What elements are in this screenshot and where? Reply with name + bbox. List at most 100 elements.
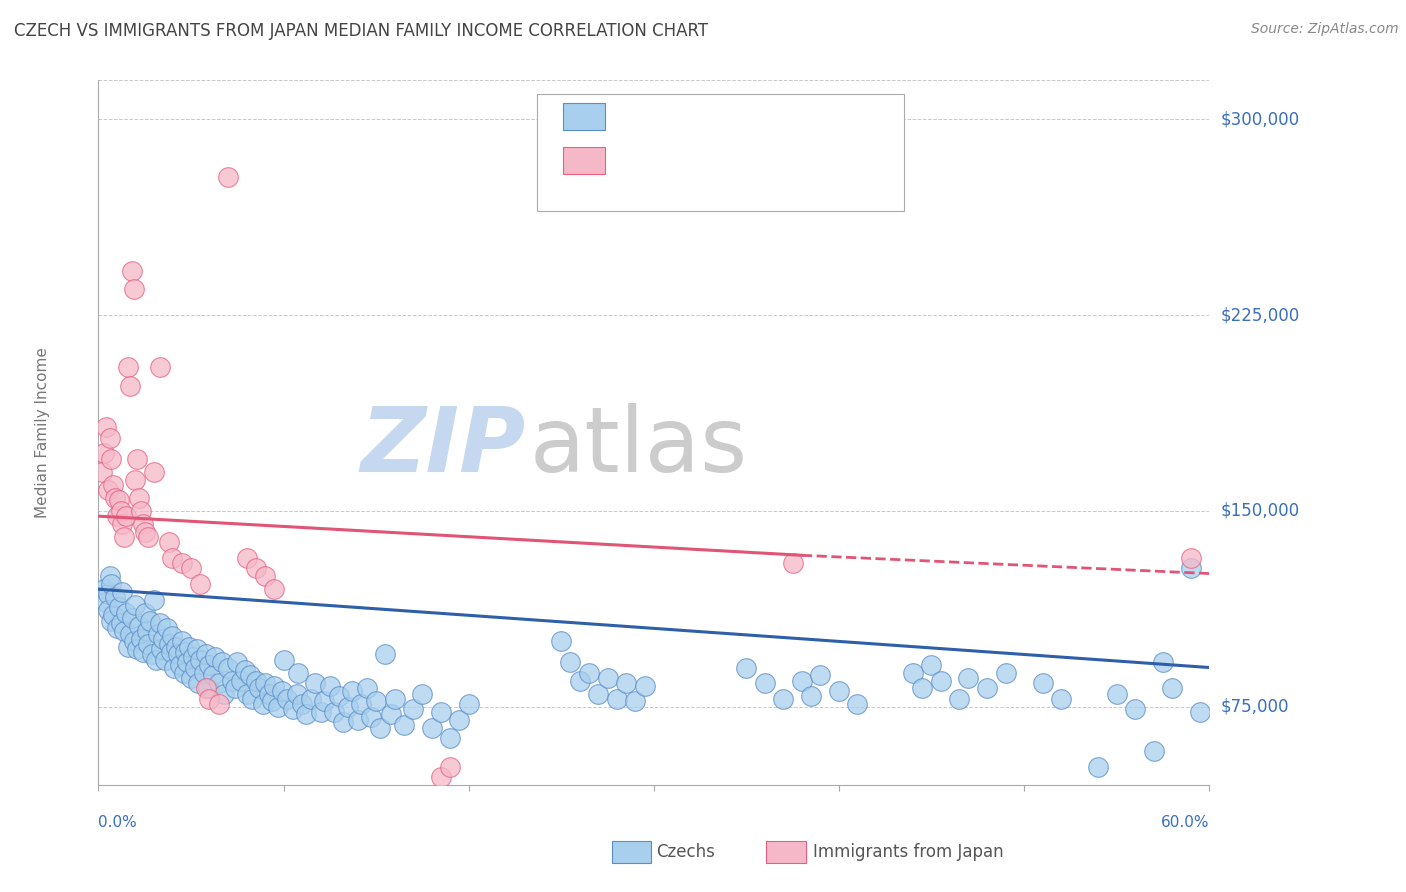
Point — [118, 626, 141, 640]
Point — [392, 718, 415, 732]
Point — [270, 684, 292, 698]
Point — [150, 642, 173, 657]
Point — [145, 653, 167, 667]
Point — [374, 648, 396, 662]
Point — [356, 681, 378, 696]
Point — [319, 679, 342, 693]
Point — [229, 673, 252, 688]
Bar — [562, 103, 605, 129]
Point — [782, 556, 804, 570]
Point — [800, 690, 823, 704]
Point — [97, 603, 120, 617]
Text: -0.224: -0.224 — [665, 109, 724, 127]
Point — [187, 676, 209, 690]
Point — [100, 451, 122, 466]
Point — [107, 493, 129, 508]
Point — [606, 691, 628, 706]
Point — [299, 691, 322, 706]
Point — [153, 653, 176, 667]
Point — [245, 561, 267, 575]
Point — [211, 655, 233, 669]
Point — [93, 446, 115, 460]
Point — [233, 663, 256, 677]
Bar — [562, 147, 605, 174]
Point — [127, 451, 149, 466]
Point — [165, 640, 187, 654]
Point — [276, 691, 298, 706]
Point — [1180, 561, 1202, 575]
Point — [104, 590, 127, 604]
Point — [340, 684, 363, 698]
Point — [314, 694, 336, 708]
Point — [104, 491, 127, 505]
Point — [1188, 705, 1211, 719]
Point — [98, 431, 121, 445]
Text: R =: R = — [619, 151, 650, 169]
Point — [186, 642, 208, 657]
Point — [828, 684, 851, 698]
Point — [304, 676, 326, 690]
Point — [157, 637, 180, 651]
Point — [252, 697, 274, 711]
Point — [176, 655, 198, 669]
Text: R =: R = — [619, 109, 650, 127]
Point — [198, 657, 221, 672]
Point — [810, 668, 832, 682]
Point — [173, 665, 195, 680]
Point — [193, 665, 215, 680]
Text: 42: 42 — [799, 151, 827, 169]
Text: $300,000: $300,000 — [1220, 111, 1299, 128]
Point — [156, 621, 179, 635]
Point — [262, 694, 284, 708]
Point — [790, 673, 813, 688]
Point — [115, 606, 138, 620]
Point — [976, 681, 998, 696]
Point — [124, 598, 146, 612]
Point — [138, 530, 160, 544]
Point — [411, 687, 433, 701]
Point — [97, 587, 120, 601]
Point — [197, 681, 219, 696]
Point — [291, 697, 314, 711]
Point — [111, 516, 134, 531]
Point — [1032, 676, 1054, 690]
Point — [103, 478, 125, 492]
Point — [112, 624, 135, 638]
Point — [285, 687, 308, 701]
Point — [162, 629, 184, 643]
Text: N =: N = — [749, 151, 780, 169]
Point — [1050, 691, 1073, 706]
Point — [208, 697, 231, 711]
Point — [110, 504, 132, 518]
Point — [328, 690, 350, 704]
Point — [267, 699, 290, 714]
Point — [198, 691, 221, 706]
Point — [214, 687, 236, 701]
Text: $75,000: $75,000 — [1220, 698, 1289, 715]
Point — [143, 592, 166, 607]
Point — [111, 584, 134, 599]
Text: Source: ZipAtlas.com: Source: ZipAtlas.com — [1251, 22, 1399, 37]
Point — [224, 681, 246, 696]
Point — [346, 713, 368, 727]
Point — [1087, 760, 1109, 774]
Point — [134, 606, 156, 620]
Point — [134, 524, 156, 539]
Point — [439, 760, 461, 774]
Text: $150,000: $150,000 — [1220, 502, 1299, 520]
Point — [103, 608, 125, 623]
Point — [921, 657, 943, 672]
Point — [439, 731, 461, 745]
Text: ZIP: ZIP — [361, 402, 526, 491]
Point — [163, 660, 186, 674]
Point — [152, 632, 174, 646]
Point — [332, 715, 354, 730]
Point — [162, 550, 184, 565]
Point — [360, 710, 382, 724]
Point — [249, 681, 271, 696]
Point — [132, 516, 155, 531]
Point — [366, 694, 388, 708]
Point — [128, 491, 150, 505]
Point — [118, 378, 141, 392]
Point — [100, 577, 122, 591]
